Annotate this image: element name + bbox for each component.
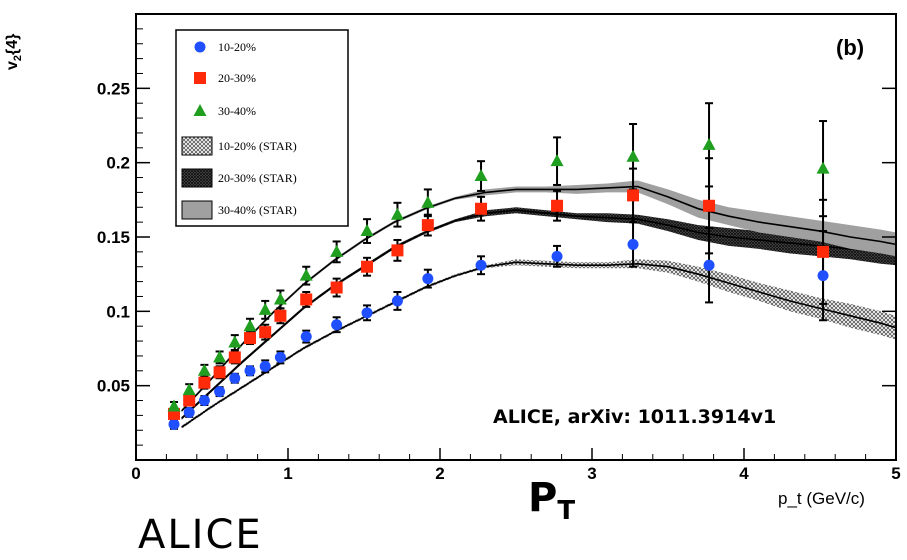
big-pt-label: PT (528, 478, 575, 531)
data-point-triangle (197, 363, 211, 376)
star-line-2 (181, 209, 896, 419)
data-point-triangle (626, 149, 640, 162)
data-point-triangle (167, 399, 181, 412)
legend-label-3: 30-40% (218, 104, 256, 118)
data-point-triangle (421, 195, 435, 208)
data-point-circle (361, 307, 373, 319)
data-point-square (361, 260, 374, 273)
data-point-circle (703, 259, 715, 271)
data-point-circle (259, 360, 271, 372)
alice-logo-text: ALICE (138, 512, 263, 558)
data-point-square (300, 293, 313, 306)
data-point-triangle (182, 383, 196, 396)
star-line-1 (181, 261, 896, 428)
data-point-circle (229, 372, 241, 384)
x-tick-label: 3 (587, 464, 596, 483)
x-tick-label: 4 (739, 464, 749, 483)
data-point-circle (244, 365, 256, 377)
data-point-square (259, 326, 272, 339)
data-point-triangle (273, 292, 287, 305)
x-tick-label: 1 (283, 464, 292, 483)
data-point-circle (300, 331, 312, 343)
legend-label-2: 20-30% (218, 71, 256, 85)
data-point-square (198, 376, 211, 389)
data-point-triangle (299, 268, 313, 281)
axes: 0 1 2 3 4 5 0.05 0.1 0.15 0.2 0.25 (97, 28, 901, 483)
data-point-circle (627, 238, 639, 250)
data-point-square (703, 199, 716, 212)
big-pt-main: P (528, 475, 558, 521)
data-point-triangle (243, 319, 257, 332)
x-axis-label: p_t (GeV/c) (778, 489, 865, 508)
data-point-square (274, 309, 287, 322)
legend-marker-circle (194, 41, 206, 53)
data-point-triangle (390, 207, 404, 220)
data-point-triangle (360, 224, 374, 237)
data-point-triangle (816, 161, 830, 174)
legend-label-1: 10-20% (218, 40, 256, 54)
data-point-square (183, 394, 196, 407)
data-point-circle (274, 351, 286, 363)
data-point-triangle (213, 350, 227, 363)
data-point-triangle (258, 302, 272, 315)
data-point-triangle (550, 154, 564, 167)
data-point-square (244, 332, 256, 345)
data-point-triangle (228, 335, 242, 348)
big-pt-subscript: T (557, 496, 576, 526)
data-point-square (627, 189, 640, 202)
data-point-circle (331, 319, 343, 331)
y-tick-label: 0.25 (97, 79, 130, 98)
data-point-circle (475, 259, 487, 271)
data-point-square (421, 219, 434, 232)
x-tick-label: 0 (131, 464, 140, 483)
alice-arxiv-credit: ALICE, arXiv: 1011.3914v1 (491, 405, 779, 429)
data-point-circle (817, 270, 829, 282)
data-point-circle (168, 418, 180, 430)
x-tick-label: 2 (435, 464, 444, 483)
data-point-circle (183, 406, 195, 418)
data-point-square (228, 351, 241, 364)
y-tick-label: 0.1 (106, 302, 130, 321)
data-point-circle (391, 295, 403, 307)
legend-box (175, 29, 349, 227)
legend-label-star-3: 30-40% (STAR) (218, 203, 297, 217)
legend-marker-triangle (193, 104, 207, 116)
data-point-square (551, 199, 564, 212)
legend-label-star-1: 10-20% (STAR) (218, 139, 297, 153)
data-point-circle (214, 386, 226, 398)
legend-swatch-1 (181, 136, 213, 156)
data-point-square (213, 366, 226, 379)
panel-label: (b) (836, 35, 865, 60)
data-point-circle (551, 250, 563, 262)
data-point-circle (198, 395, 210, 407)
y-tick-label: 0.15 (97, 228, 130, 247)
legend-swatch-2 (181, 168, 213, 188)
y-tick-label: 0.2 (106, 154, 130, 173)
star-band-1 (181, 259, 896, 429)
data-point-circle (422, 273, 434, 285)
data-point-triangle (702, 137, 716, 150)
data-point-triangle (474, 169, 488, 182)
data-point-square (817, 245, 830, 258)
star-band-2 (181, 207, 896, 420)
y-tick-label: 0.05 (97, 377, 130, 396)
legend-swatch-3 (181, 200, 213, 220)
legend: 10-20% 20-30% 30-40% 10-20% (STAR) 20-30% (S… (175, 29, 349, 227)
legend-marker-square (194, 72, 206, 84)
data-point-square (475, 202, 488, 215)
data-point-square (330, 281, 343, 294)
y-axis-label: v2{4} (4, 33, 25, 70)
x-tick-label: 5 (891, 464, 900, 483)
data-markers (167, 137, 830, 430)
data-point-triangle (330, 244, 344, 257)
legend-label-star-2: 20-30% (STAR) (218, 171, 297, 185)
data-point-square (391, 244, 404, 257)
